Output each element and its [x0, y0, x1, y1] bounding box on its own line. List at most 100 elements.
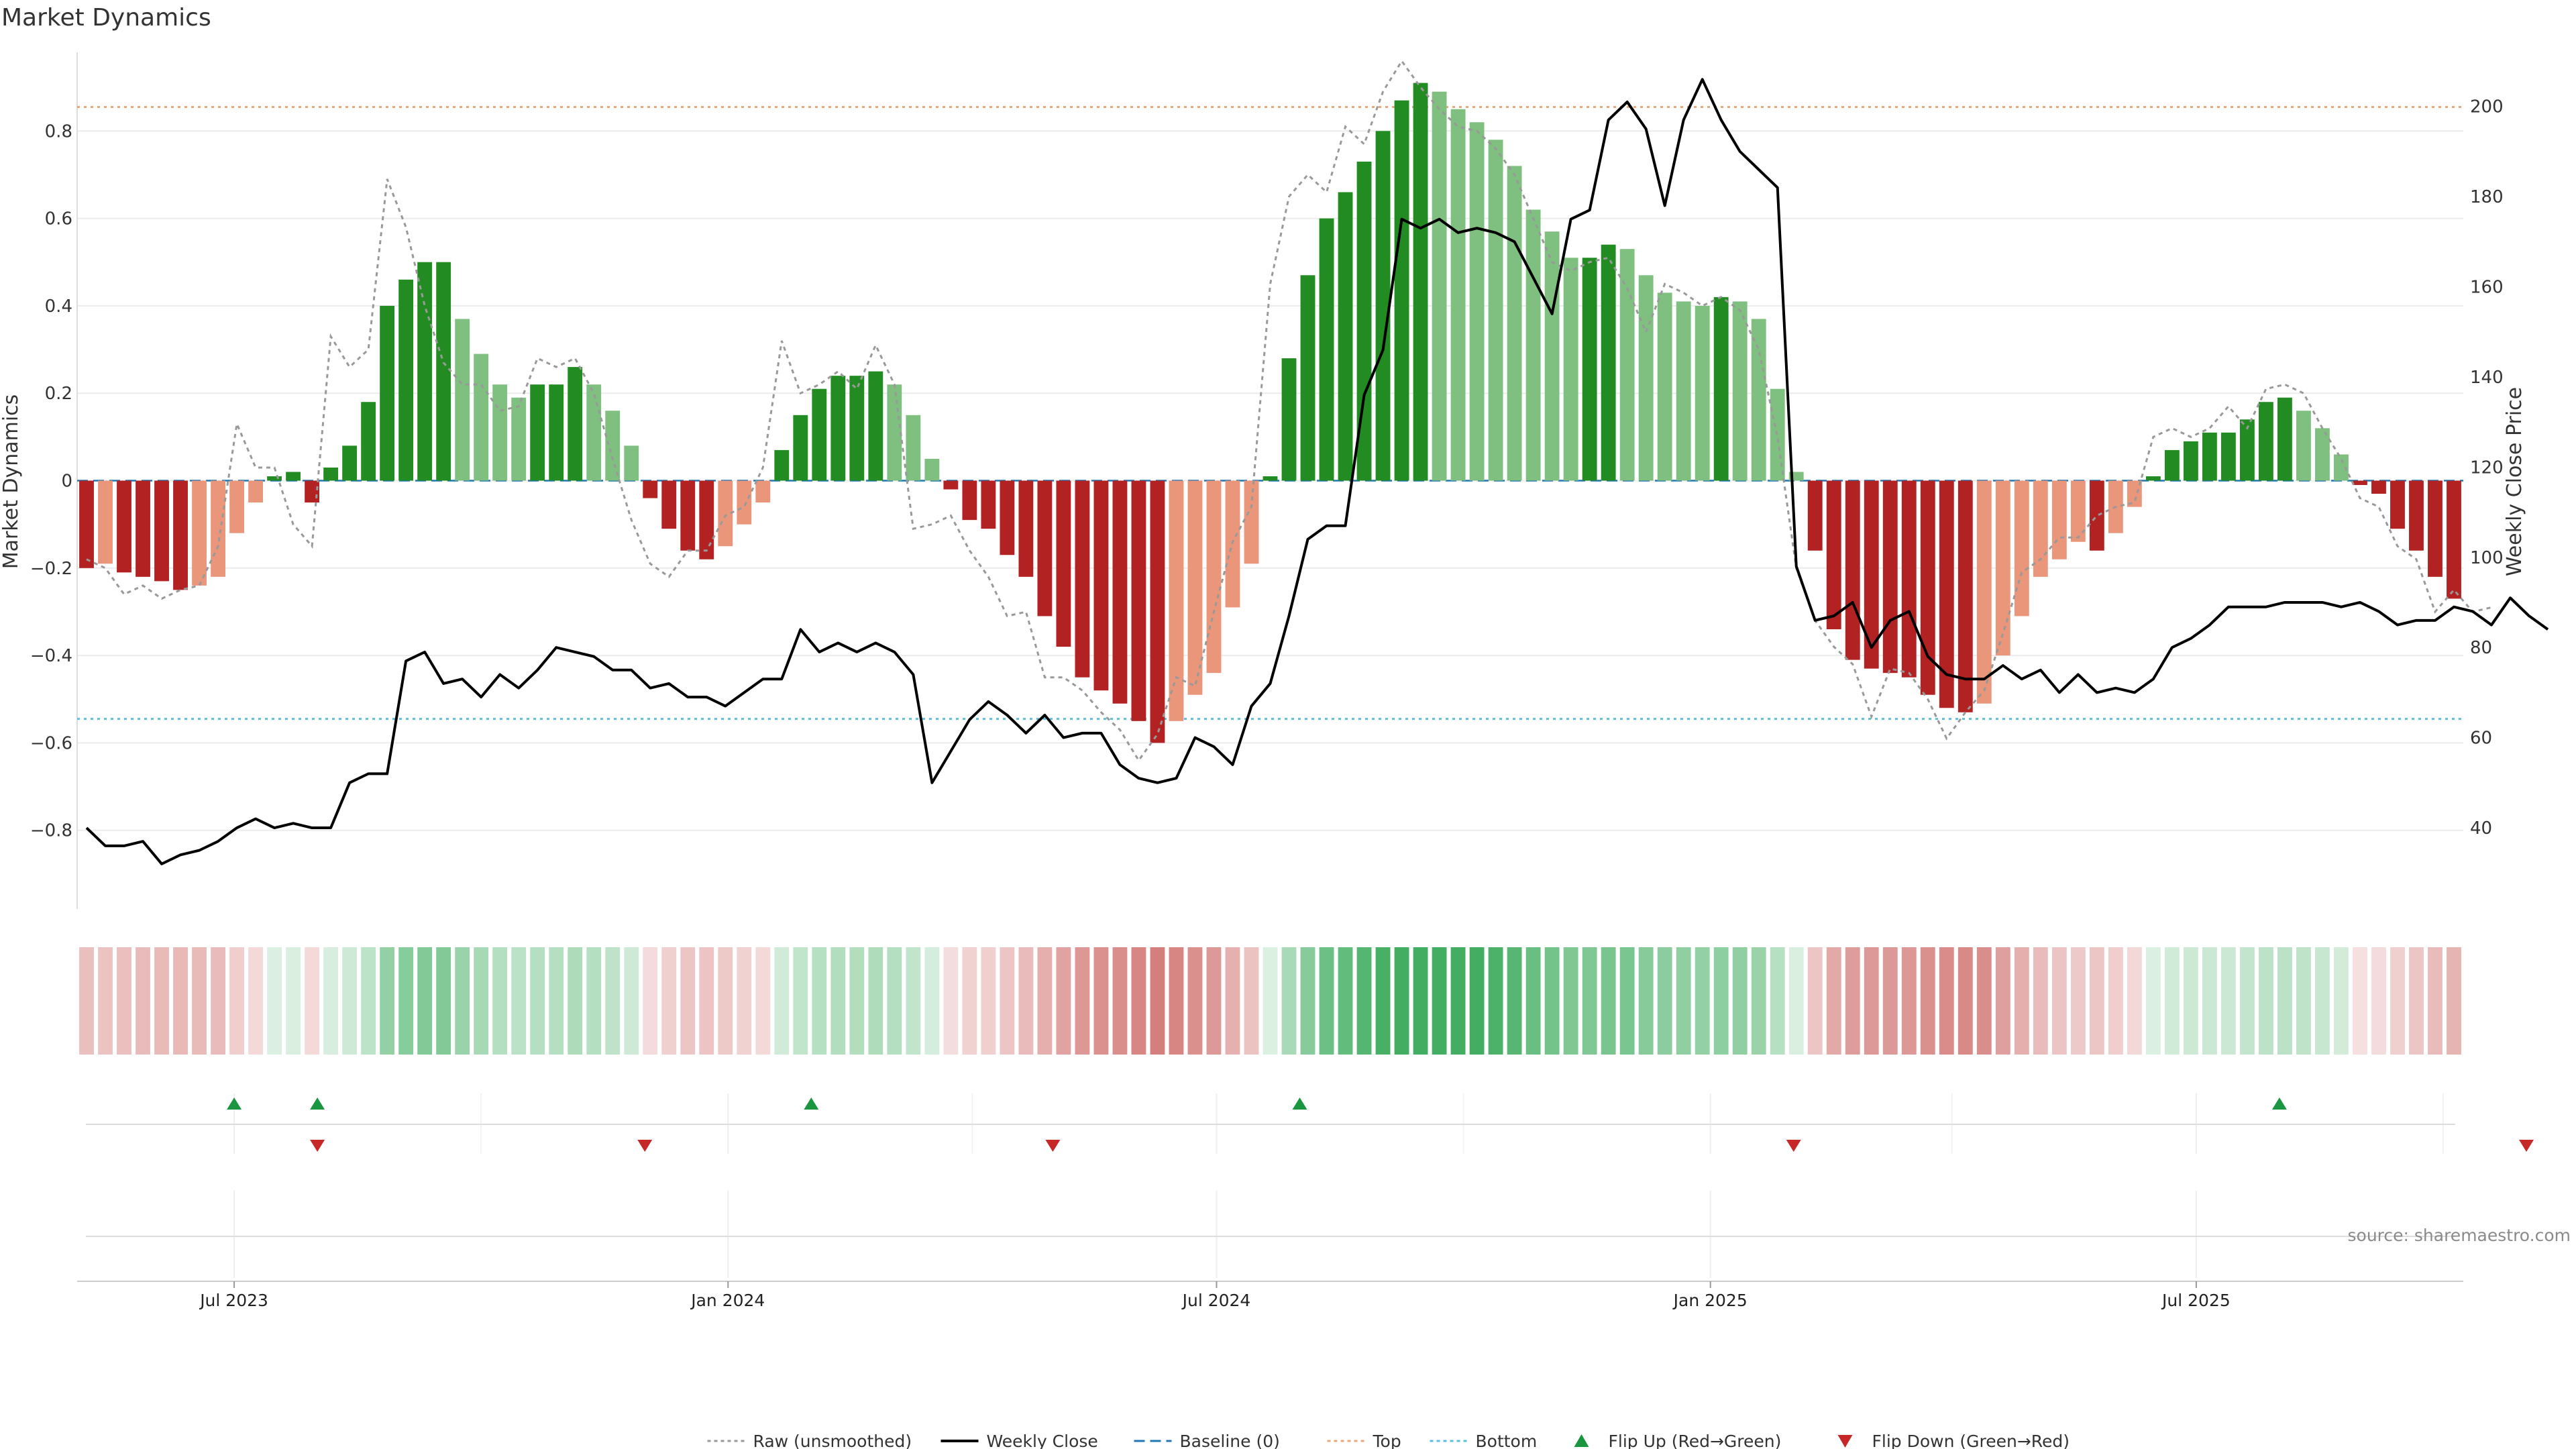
strip-cell	[2296, 947, 2311, 1055]
strip-cell	[1075, 947, 1090, 1055]
legend-item: Bottom	[1430, 1432, 1538, 1449]
flip-up-marker	[2271, 1097, 2287, 1110]
strip-cell	[2409, 947, 2424, 1055]
bar	[1845, 480, 1860, 660]
bar	[2334, 454, 2349, 481]
strip-cell	[1826, 947, 1841, 1055]
bar	[1037, 480, 1053, 616]
price-series	[85, 78, 2549, 865]
strip-cell	[2070, 947, 2086, 1055]
bar	[624, 445, 639, 481]
strip-cell	[2447, 947, 2461, 1055]
bar	[2033, 480, 2048, 577]
bar	[1131, 480, 1146, 721]
strip-cell	[2315, 947, 2330, 1055]
strip-cell	[793, 947, 808, 1055]
bar	[361, 402, 376, 481]
x-tick-label: Jul 2025	[2161, 1291, 2231, 1310]
bar	[661, 480, 677, 529]
bar	[1225, 480, 1240, 608]
bar	[680, 480, 696, 551]
strip-cell	[643, 947, 658, 1055]
x-axis: Jul 2023 Jan 2024 Jul 2024 Jan 2025 Jul 2025	[77, 1281, 2463, 1310]
bar	[1187, 480, 1203, 695]
strip-cell	[173, 947, 188, 1055]
bar	[906, 415, 921, 481]
strip-cell	[624, 947, 639, 1055]
bar	[1901, 480, 1917, 678]
regime-strip	[79, 947, 2461, 1055]
strip-cell	[2033, 947, 2048, 1055]
strip-cell	[774, 947, 790, 1055]
strip-cell	[1338, 947, 1353, 1055]
y-tick-right: 60	[2470, 729, 2492, 749]
bar	[2390, 480, 2405, 529]
bar	[849, 376, 865, 481]
strip-cell	[511, 947, 527, 1055]
bar	[455, 319, 470, 481]
strip-cell	[1093, 947, 1109, 1055]
strip-cell	[2258, 947, 2273, 1055]
strip-cell	[79, 947, 94, 1055]
strip-cell	[192, 947, 207, 1055]
legend-label: Top	[1373, 1432, 1401, 1449]
strip-cell	[474, 947, 489, 1055]
x-tick-label: Jul 2023	[199, 1291, 268, 1310]
y-tick-left: 0.6	[45, 209, 72, 229]
bar	[2239, 419, 2255, 481]
strip-cell	[849, 947, 865, 1055]
bar	[1263, 476, 1278, 481]
strip-cell	[2371, 947, 2386, 1055]
bar	[812, 388, 827, 481]
legend-label: Bottom	[1476, 1432, 1538, 1449]
bar	[1075, 480, 1090, 678]
strip-cell	[1169, 947, 1184, 1055]
bar	[1244, 480, 1259, 564]
y-tick-left: −0.6	[30, 733, 72, 753]
strip-cell	[2051, 947, 2067, 1055]
bar	[1112, 480, 1128, 704]
strip-cell	[981, 947, 996, 1055]
strip-cell	[1563, 947, 1578, 1055]
chart-title: Market Dynamics	[1, 4, 211, 32]
strip-cell	[568, 947, 583, 1055]
bar	[248, 480, 263, 503]
y-tick-left: 0	[61, 472, 72, 492]
bar	[1281, 358, 1297, 481]
strip-cell	[906, 947, 921, 1055]
bar	[1000, 480, 1015, 555]
y-tick-right: 160	[2470, 277, 2504, 297]
strip-cell	[492, 947, 508, 1055]
bar	[1638, 275, 1654, 481]
strip-cell	[229, 947, 244, 1055]
bar	[398, 279, 414, 481]
strip-cell	[1901, 947, 1917, 1055]
bar	[1601, 244, 1616, 481]
raw-line	[86, 59, 2492, 763]
bar	[1939, 480, 1954, 708]
strip-cell	[1413, 947, 1428, 1055]
y-axis-right-label: Weekly Close Price	[2503, 387, 2526, 576]
strip-cell	[267, 947, 282, 1055]
y-axis-left-label: Market Dynamics	[0, 394, 23, 570]
strip-cell	[211, 947, 225, 1055]
bar	[1563, 258, 1578, 481]
strip-cell	[1807, 947, 1823, 1055]
source-label: source: sharemaestro.com	[2348, 1226, 2571, 1245]
bar	[1713, 297, 1729, 481]
strip-cell	[1976, 947, 1992, 1055]
strip-cell	[1601, 947, 1616, 1055]
strip-cell	[1657, 947, 1672, 1055]
legend-item: Flip Up (Red→Green)	[1574, 1432, 1781, 1449]
bar	[154, 480, 169, 582]
bar	[2447, 480, 2461, 599]
strip-cell	[361, 947, 376, 1055]
bar	[549, 384, 564, 481]
legend-label: Raw (unsmoothed)	[753, 1432, 912, 1449]
strip-cell	[136, 947, 150, 1055]
strip-cell	[1263, 947, 1278, 1055]
bar	[1770, 388, 1785, 481]
bar	[286, 472, 301, 481]
y-tick-right: 40	[2470, 818, 2492, 839]
